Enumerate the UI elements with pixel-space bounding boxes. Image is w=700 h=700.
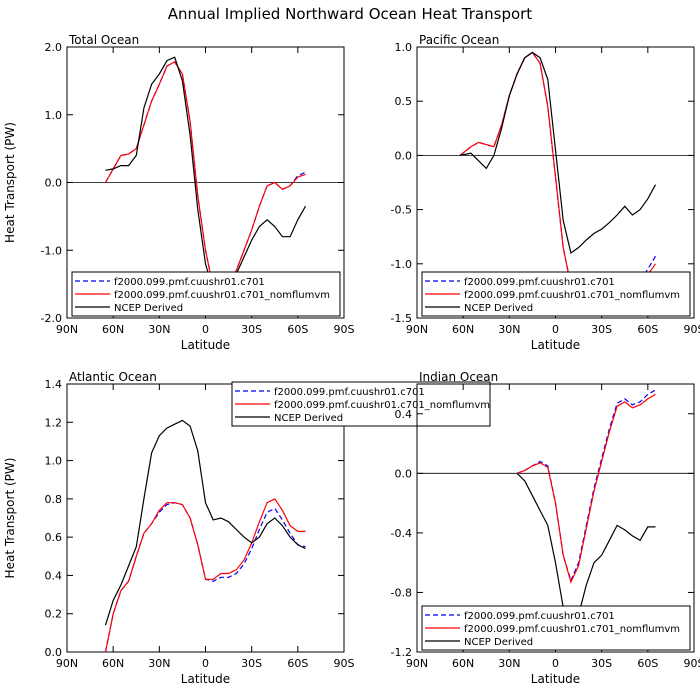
series-line-2: [516, 472, 656, 632]
legend-label: f2000.099.pmf.cuushr01.c701: [274, 387, 425, 398]
series-line-1: [516, 393, 656, 584]
legend-label: f2000.099.pmf.cuushr01.c701: [464, 277, 615, 288]
x-tick-label: 90N: [406, 657, 428, 670]
y-tick-label: 0.4: [395, 408, 413, 421]
x-tick-label: 90N: [56, 323, 78, 336]
legend-box: [231, 381, 491, 427]
legend-label: f2000.099.pmf.cuushr01.c701_nomflumvm: [464, 290, 680, 301]
legend-label: NCEP Derived: [464, 637, 533, 648]
y-tick-label: 1.4: [45, 378, 63, 391]
x-axis-label: Latitude: [531, 672, 580, 686]
x-tick-label: 0: [552, 323, 559, 336]
y-tick-label: -1.5: [391, 312, 412, 325]
panel-title: Indian Ocean: [419, 370, 498, 384]
figure-title: Annual Implied Northward Ocean Heat Tran…: [168, 5, 533, 23]
x-tick-label: 30N: [498, 657, 520, 670]
legend-box: [71, 271, 341, 317]
y-tick-label: 0.6: [45, 531, 63, 544]
x-tick-label: 60S: [287, 323, 308, 336]
y-tick-label: 1.0: [395, 41, 413, 54]
x-tick-label: 30N: [148, 323, 170, 336]
y-axis-label: Heat Transport (PW): [3, 458, 17, 579]
series-line-0: [459, 51, 657, 303]
x-tick-label: 60S: [287, 657, 308, 670]
x-tick-label: 60N: [102, 323, 124, 336]
x-tick-label: 90S: [334, 657, 355, 670]
series-line-0: [516, 389, 656, 583]
y-tick-label: 0.0: [45, 177, 63, 190]
y-tick-label: -0.5: [391, 204, 412, 217]
x-tick-label: 90S: [684, 657, 700, 670]
series-line-2: [459, 51, 657, 255]
x-tick-label: 0: [552, 657, 559, 670]
legend-label: NCEP Derived: [274, 413, 343, 424]
x-tick-label: 60N: [452, 657, 474, 670]
y-axis-label: Heat Transport (PW): [3, 122, 17, 243]
legend-label: f2000.099.pmf.cuushr01.c701_nomflumvm: [464, 624, 680, 635]
x-tick-label: 0: [202, 657, 209, 670]
panel-title: Atlantic Ocean: [69, 370, 157, 384]
legend-label: f2000.099.pmf.cuushr01.c701_nomflumvm: [114, 290, 330, 301]
x-tick-label: 60N: [452, 323, 474, 336]
x-tick-label: 30N: [148, 657, 170, 670]
x-tick-label: 30S: [591, 657, 612, 670]
series-line-2: [104, 419, 306, 626]
y-tick-label: -2.0: [41, 312, 62, 325]
series-line-1: [459, 51, 656, 303]
x-tick-label: 60N: [102, 657, 124, 670]
y-tick-label: 0.4: [45, 569, 63, 582]
y-tick-label: 1.0: [45, 455, 63, 468]
x-axis-label: Latitude: [531, 338, 580, 352]
x-axis-label: Latitude: [181, 672, 230, 686]
y-tick-label: -1.2: [391, 646, 412, 659]
x-tick-label: 60S: [637, 323, 658, 336]
legend-box: [421, 605, 691, 651]
y-tick-label: 0.2: [45, 608, 63, 621]
x-tick-label: 90S: [334, 323, 355, 336]
series-line-1: [104, 498, 306, 653]
x-tick-label: 30S: [241, 657, 262, 670]
x-tick-label: 30S: [241, 323, 262, 336]
x-tick-label: 60S: [637, 657, 658, 670]
x-tick-label: 30N: [498, 323, 520, 336]
series-line-2: [105, 56, 307, 299]
x-tick-label: 0: [202, 323, 209, 336]
y-tick-label: -0.8: [391, 586, 412, 599]
y-tick-label: 0.0: [395, 467, 413, 480]
legend-label: f2000.099.pmf.cuushr01.c701: [114, 277, 265, 288]
legend-box: [421, 271, 691, 317]
y-tick-label: 0.0: [395, 149, 413, 162]
legend-label: NCEP Derived: [114, 303, 183, 314]
x-tick-label: 90N: [406, 323, 428, 336]
legend-label: f2000.099.pmf.cuushr01.c701: [464, 611, 615, 622]
y-tick-label: 0.8: [45, 493, 63, 506]
x-tick-label: 30S: [591, 323, 612, 336]
legend-label: f2000.099.pmf.cuushr01.c701_nomflumvm: [274, 400, 490, 411]
x-tick-label: 90S: [684, 323, 700, 336]
y-tick-label: 0.5: [395, 95, 413, 108]
y-tick-label: 1.2: [45, 416, 63, 429]
x-axis-label: Latitude: [181, 338, 230, 352]
panel-title: Pacific Ocean: [419, 33, 499, 47]
y-tick-label: -1.0: [391, 258, 412, 271]
legend-label: NCEP Derived: [464, 303, 533, 314]
panel-title: Total Ocean: [68, 33, 139, 47]
y-tick-label: -0.4: [391, 527, 412, 540]
y-tick-label: 1.0: [45, 109, 63, 122]
x-tick-label: 90N: [56, 657, 78, 670]
y-tick-label: 0.0: [45, 646, 63, 659]
y-tick-label: -1.0: [41, 244, 62, 257]
y-tick-label: 2.0: [45, 41, 63, 54]
